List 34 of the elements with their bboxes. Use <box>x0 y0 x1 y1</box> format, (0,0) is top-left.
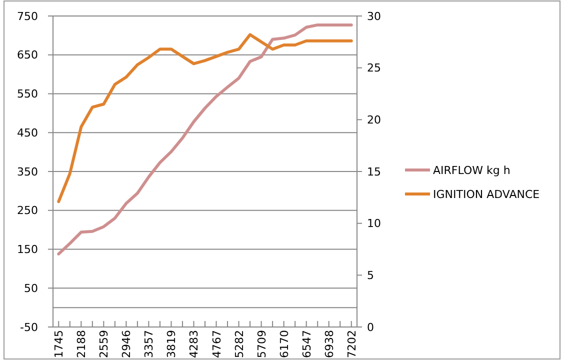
legend-label: IGNITION ADVANCE <box>433 188 540 201</box>
x-tick-label: 4283 <box>188 330 201 358</box>
x-tick-label: 7202 <box>345 330 358 358</box>
y-tick-label: 250 <box>17 204 38 218</box>
x-tick-label: 2188 <box>75 330 88 358</box>
x-tick-label: 2559 <box>98 330 111 358</box>
x-tick-label: 5709 <box>255 330 268 358</box>
x-tick-label: 6938 <box>322 330 336 358</box>
y-tick-label: 50 <box>24 282 38 295</box>
line-series <box>57 33 353 204</box>
y-tick-label: 750 <box>17 10 38 23</box>
line-series <box>57 23 353 256</box>
y2-tick-label: 5 <box>367 269 374 282</box>
y-tick-label: -50 <box>20 320 38 334</box>
y2-tick-label: 20 <box>367 114 381 127</box>
x-tick-label: 5282 <box>232 330 246 358</box>
y2-tick-label: 15 <box>367 165 381 178</box>
x-tick-label: 3357 <box>142 330 156 358</box>
x-tick-label: 6547 <box>300 330 314 358</box>
y2-tick-label: 10 <box>367 217 381 230</box>
x-tick-label: 1745 <box>52 330 66 358</box>
legend-label: AIRFLOW kg h <box>433 164 510 177</box>
y-tick-label: 450 <box>17 126 38 140</box>
y2-tick-label: 25 <box>367 62 381 75</box>
y-tick-label: 550 <box>17 88 38 101</box>
y-tick-label: 650 <box>17 48 38 62</box>
y2-tick-label: 0 <box>367 320 374 334</box>
x-tick-label: 3819 <box>165 330 178 358</box>
y-tick-label: 350 <box>17 165 38 178</box>
x-tick-label: 6170 <box>278 330 291 358</box>
y2-tick-label: 30 <box>367 10 381 23</box>
y-tick-label: 150 <box>17 243 38 256</box>
x-tick-label: 4767 <box>210 330 224 358</box>
x-tick-label: 2946 <box>120 330 134 358</box>
